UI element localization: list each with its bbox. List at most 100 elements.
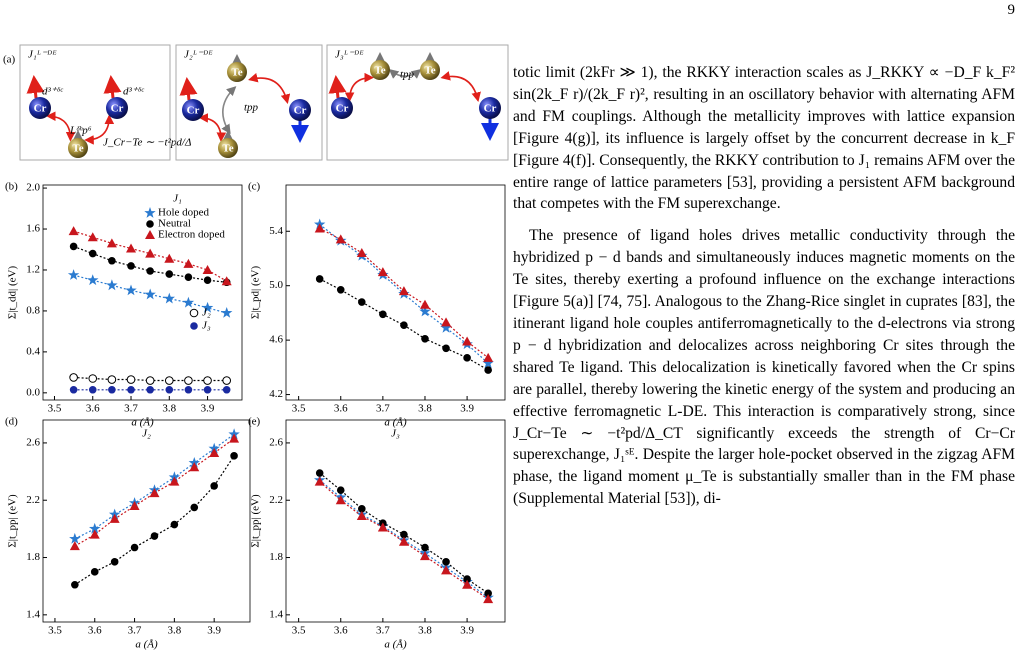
data-point bbox=[129, 500, 140, 510]
legend-marker bbox=[145, 230, 155, 239]
data-point bbox=[106, 238, 117, 248]
paragraph: totic limit (2kFr ≫ 1), the RKKY interac… bbox=[513, 64, 1015, 213]
data-point bbox=[335, 495, 346, 505]
data-point bbox=[314, 476, 325, 486]
data-point bbox=[145, 248, 156, 258]
panel-label: (b) bbox=[5, 181, 18, 193]
y-tick-label: 1.4 bbox=[269, 608, 283, 620]
diagram-label: Lᵟʰp⁶ bbox=[69, 125, 92, 137]
diagram-title: J₁ᴸ⁻ᴰᴱ bbox=[28, 49, 57, 61]
y-tick-label: 0.8 bbox=[26, 304, 40, 316]
x-tick-label: 3.9 bbox=[201, 403, 215, 415]
y-tick-label: 1.6 bbox=[26, 223, 40, 235]
data-point bbox=[163, 292, 175, 304]
y-tick-label: 0.4 bbox=[26, 345, 40, 357]
data-point bbox=[126, 243, 137, 253]
data-point bbox=[146, 385, 154, 394]
data-point bbox=[335, 234, 346, 244]
data-point bbox=[358, 298, 366, 306]
data-point bbox=[419, 305, 431, 317]
data-point bbox=[110, 558, 119, 566]
spin-arrow bbox=[26, 75, 45, 99]
y-tick-label: 1.2 bbox=[26, 264, 40, 276]
exchange-arrow bbox=[46, 111, 76, 142]
atom bbox=[420, 60, 440, 80]
data-point bbox=[146, 267, 154, 275]
atom bbox=[331, 97, 353, 119]
data-point bbox=[419, 299, 430, 309]
atom-label: Te bbox=[374, 65, 385, 77]
y-tick-label: 1.8 bbox=[26, 551, 40, 563]
data-point bbox=[89, 529, 100, 539]
data-point bbox=[145, 376, 155, 385]
y-axis-label: Σ|t_dd| (eV) bbox=[7, 266, 19, 320]
data-point bbox=[127, 385, 135, 394]
data-point bbox=[67, 269, 80, 280]
data-point bbox=[484, 366, 492, 374]
x-tick-label: 3.7 bbox=[128, 625, 142, 637]
data-point bbox=[203, 276, 212, 285]
data-point bbox=[421, 334, 429, 343]
data-point bbox=[442, 558, 450, 566]
x-tick-label: 3.9 bbox=[460, 625, 474, 637]
exchange-arrow bbox=[221, 86, 237, 135]
data-point bbox=[182, 296, 195, 308]
x-tick-label: 3.7 bbox=[124, 403, 138, 415]
data-point bbox=[164, 376, 174, 385]
data-point bbox=[203, 385, 212, 394]
data-point bbox=[314, 223, 325, 233]
data-point bbox=[90, 568, 99, 576]
data-point bbox=[127, 262, 135, 270]
legend-marker bbox=[146, 220, 154, 228]
data-point bbox=[210, 482, 218, 490]
x-axis-label: a (Å) bbox=[131, 417, 154, 429]
data-point bbox=[463, 575, 471, 583]
data-point bbox=[356, 510, 367, 520]
x-tick-label: 3.7 bbox=[376, 403, 390, 415]
atom bbox=[370, 60, 390, 80]
atom bbox=[106, 97, 128, 119]
data-point bbox=[165, 385, 174, 394]
atom-label: Te bbox=[231, 67, 242, 79]
y-tick-label: 2.6 bbox=[26, 436, 40, 448]
diagram-label: J_Cr−Te ∼ −t²pd/Δ bbox=[103, 137, 191, 149]
x-tick-label: 3.5 bbox=[292, 625, 306, 637]
y-tick-label: 5.0 bbox=[269, 279, 283, 291]
y-tick-label: 5.4 bbox=[269, 225, 283, 237]
data-point bbox=[398, 536, 409, 546]
data-point bbox=[190, 503, 199, 512]
data-point bbox=[222, 376, 231, 385]
data-point bbox=[398, 286, 409, 296]
y-axis-label: Σ|t_pp| (eV) bbox=[7, 494, 19, 548]
data-point bbox=[69, 541, 80, 551]
chart-title: J₃ bbox=[391, 428, 400, 440]
data-point bbox=[184, 273, 193, 281]
atom bbox=[227, 62, 247, 82]
atom bbox=[289, 99, 311, 121]
data-point bbox=[144, 288, 156, 300]
data-point bbox=[419, 551, 430, 561]
atom-label: Te bbox=[72, 143, 83, 155]
x-tick-label: 3.9 bbox=[207, 625, 221, 637]
data-point bbox=[421, 543, 429, 552]
exchange-arrow bbox=[388, 68, 422, 79]
diagram-title: J₂ᴸ⁻ᴰᴱ bbox=[184, 49, 213, 61]
x-tick-label: 3.5 bbox=[48, 625, 62, 637]
chart-title: J₂ bbox=[142, 428, 151, 440]
data-point bbox=[209, 447, 220, 457]
x-axis-label: a (Å) bbox=[384, 639, 407, 651]
x-tick-label: 3.6 bbox=[334, 403, 348, 415]
x-tick-label: 3.8 bbox=[418, 625, 432, 637]
diagram-box bbox=[19, 44, 171, 161]
data-point bbox=[126, 375, 136, 384]
data-point bbox=[164, 253, 175, 263]
legend-marker bbox=[190, 322, 198, 330]
diagram-box bbox=[175, 44, 323, 161]
x-tick-label: 3.9 bbox=[460, 403, 474, 415]
data-point bbox=[130, 543, 139, 552]
x-tick-label: 3.6 bbox=[334, 625, 348, 637]
series-line bbox=[319, 481, 489, 600]
x-tick-label: 3.6 bbox=[88, 625, 102, 637]
data-point bbox=[108, 256, 116, 265]
